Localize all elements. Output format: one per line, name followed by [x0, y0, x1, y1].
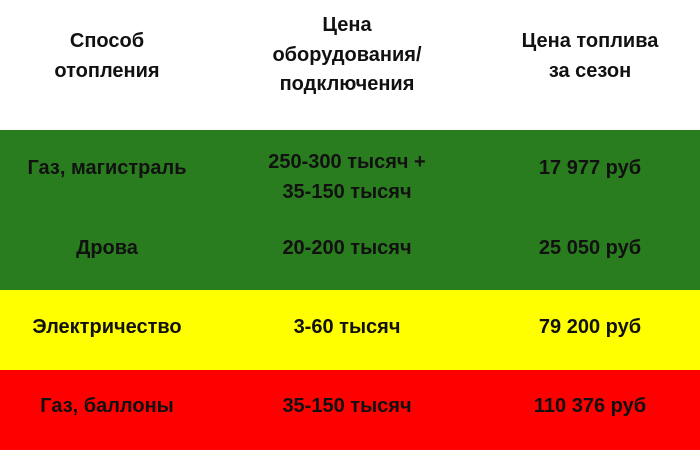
row-electricity-method: Электричество: [32, 316, 182, 338]
row-gas-cylinders-fuel: 110 376 руб: [533, 395, 647, 417]
green-band: [0, 130, 700, 290]
row-electricity-fuel: 79 200 руб: [538, 316, 642, 338]
header-band: [0, 0, 700, 130]
header-equipment-price: Цена оборудования/ подключения: [272, 14, 422, 95]
row-electricity-equipment: 3-60 тысяч: [293, 316, 401, 338]
header-heating-method: Способ отопления: [54, 30, 160, 82]
red-band: [0, 370, 700, 450]
row-gas-main-fuel: 17 977 руб: [538, 157, 642, 179]
row-wood-method: Дрова: [76, 237, 138, 259]
row-gas-main-method: Газ, магистраль: [27, 157, 187, 179]
row-wood-fuel: 25 050 руб: [538, 237, 642, 259]
row-wood-equipment: 20-200 тысяч: [282, 237, 412, 259]
row-gas-cylinders-method: Газ, баллоны: [40, 395, 174, 417]
row-gas-cylinders-equipment: 35-150 тысяч: [282, 395, 412, 417]
yellow-band: [0, 290, 700, 370]
header-fuel-price: Цена топлива за сезон: [521, 30, 659, 82]
row-gas-main-equipment: 250-300 тысяч + 35-150 тысяч: [268, 151, 426, 203]
